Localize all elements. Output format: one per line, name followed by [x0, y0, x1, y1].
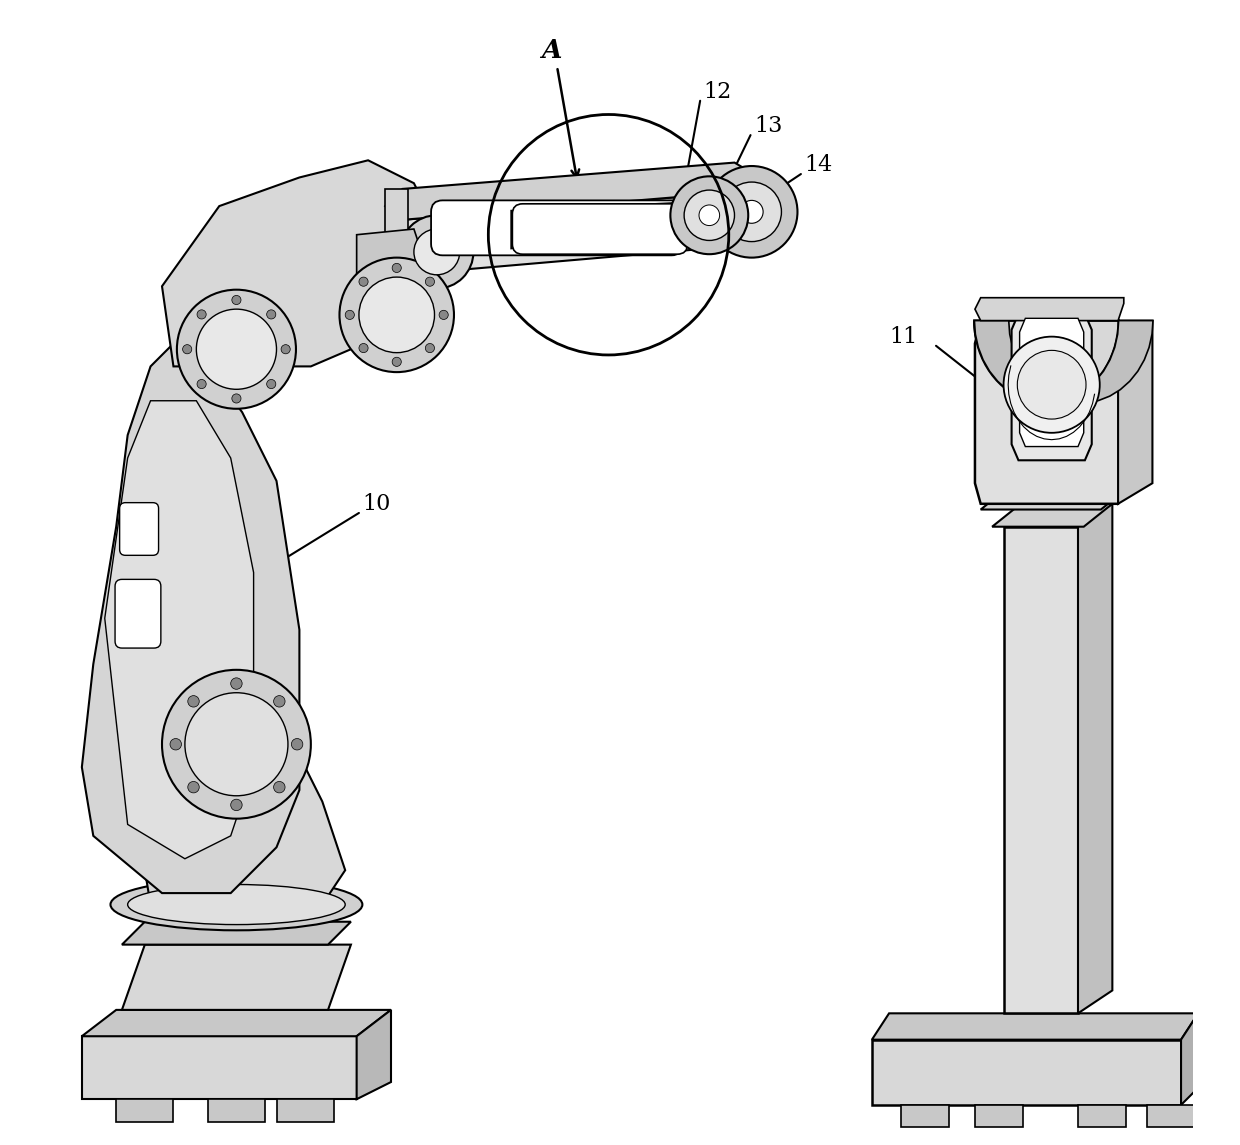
Circle shape — [231, 678, 242, 689]
FancyBboxPatch shape — [512, 204, 687, 254]
Circle shape — [401, 215, 474, 289]
Polygon shape — [122, 922, 351, 945]
Polygon shape — [900, 1105, 949, 1127]
Polygon shape — [386, 192, 763, 275]
Circle shape — [170, 739, 181, 750]
Polygon shape — [277, 1099, 334, 1122]
Circle shape — [340, 258, 454, 372]
Polygon shape — [1180, 1013, 1198, 1105]
Circle shape — [162, 670, 311, 819]
Circle shape — [232, 394, 241, 403]
Polygon shape — [1147, 1105, 1195, 1127]
Circle shape — [392, 263, 402, 273]
Polygon shape — [82, 1036, 357, 1099]
Circle shape — [706, 166, 797, 258]
Ellipse shape — [110, 879, 362, 930]
Polygon shape — [1012, 314, 1091, 460]
Polygon shape — [162, 160, 436, 366]
Polygon shape — [981, 487, 1130, 510]
Polygon shape — [1003, 527, 1078, 1013]
Polygon shape — [1078, 504, 1112, 1013]
Polygon shape — [975, 1105, 1023, 1127]
Polygon shape — [386, 189, 408, 275]
FancyBboxPatch shape — [119, 503, 159, 555]
Circle shape — [425, 344, 434, 353]
Polygon shape — [992, 504, 1112, 527]
Circle shape — [187, 781, 200, 792]
Circle shape — [274, 781, 285, 792]
Circle shape — [187, 696, 200, 708]
Polygon shape — [975, 321, 1118, 403]
Circle shape — [392, 357, 402, 366]
Polygon shape — [872, 1040, 1180, 1105]
Circle shape — [358, 344, 368, 353]
Circle shape — [722, 182, 781, 242]
Circle shape — [425, 277, 434, 286]
Polygon shape — [1019, 318, 1084, 447]
FancyBboxPatch shape — [115, 579, 161, 648]
Polygon shape — [82, 344, 299, 893]
Circle shape — [740, 200, 763, 223]
Polygon shape — [139, 721, 345, 905]
Circle shape — [414, 229, 460, 275]
Circle shape — [197, 379, 206, 388]
Circle shape — [177, 290, 296, 409]
Polygon shape — [82, 1010, 391, 1036]
Circle shape — [196, 309, 277, 389]
Circle shape — [232, 295, 241, 305]
Polygon shape — [104, 401, 254, 859]
Polygon shape — [122, 945, 351, 1010]
Polygon shape — [117, 1099, 174, 1122]
Circle shape — [267, 379, 275, 388]
Text: A: A — [541, 38, 562, 63]
Polygon shape — [357, 1010, 391, 1099]
Polygon shape — [975, 321, 1123, 504]
Circle shape — [345, 310, 355, 319]
Text: 12: 12 — [703, 80, 732, 103]
Circle shape — [1003, 337, 1100, 433]
Circle shape — [182, 345, 192, 354]
Text: 13: 13 — [754, 114, 782, 137]
Circle shape — [281, 345, 290, 354]
Circle shape — [231, 799, 242, 811]
Circle shape — [671, 176, 748, 254]
Circle shape — [439, 310, 448, 319]
Ellipse shape — [128, 885, 345, 925]
Circle shape — [1017, 350, 1086, 419]
Circle shape — [684, 190, 734, 240]
Circle shape — [197, 310, 206, 319]
Circle shape — [291, 739, 303, 750]
Text: 14: 14 — [805, 153, 832, 176]
Polygon shape — [386, 163, 760, 220]
Circle shape — [358, 277, 368, 286]
Circle shape — [185, 693, 288, 796]
Polygon shape — [1078, 1105, 1126, 1127]
Polygon shape — [872, 1013, 1198, 1040]
FancyBboxPatch shape — [432, 200, 683, 255]
Polygon shape — [511, 202, 706, 248]
Circle shape — [358, 277, 434, 353]
Circle shape — [267, 310, 275, 319]
Polygon shape — [975, 321, 1153, 403]
Circle shape — [699, 205, 719, 226]
Circle shape — [274, 696, 285, 708]
Polygon shape — [357, 229, 425, 298]
Text: 11: 11 — [889, 325, 918, 348]
Polygon shape — [975, 298, 1123, 321]
Polygon shape — [1118, 321, 1152, 504]
Text: 10: 10 — [362, 492, 391, 515]
Polygon shape — [208, 1099, 265, 1122]
